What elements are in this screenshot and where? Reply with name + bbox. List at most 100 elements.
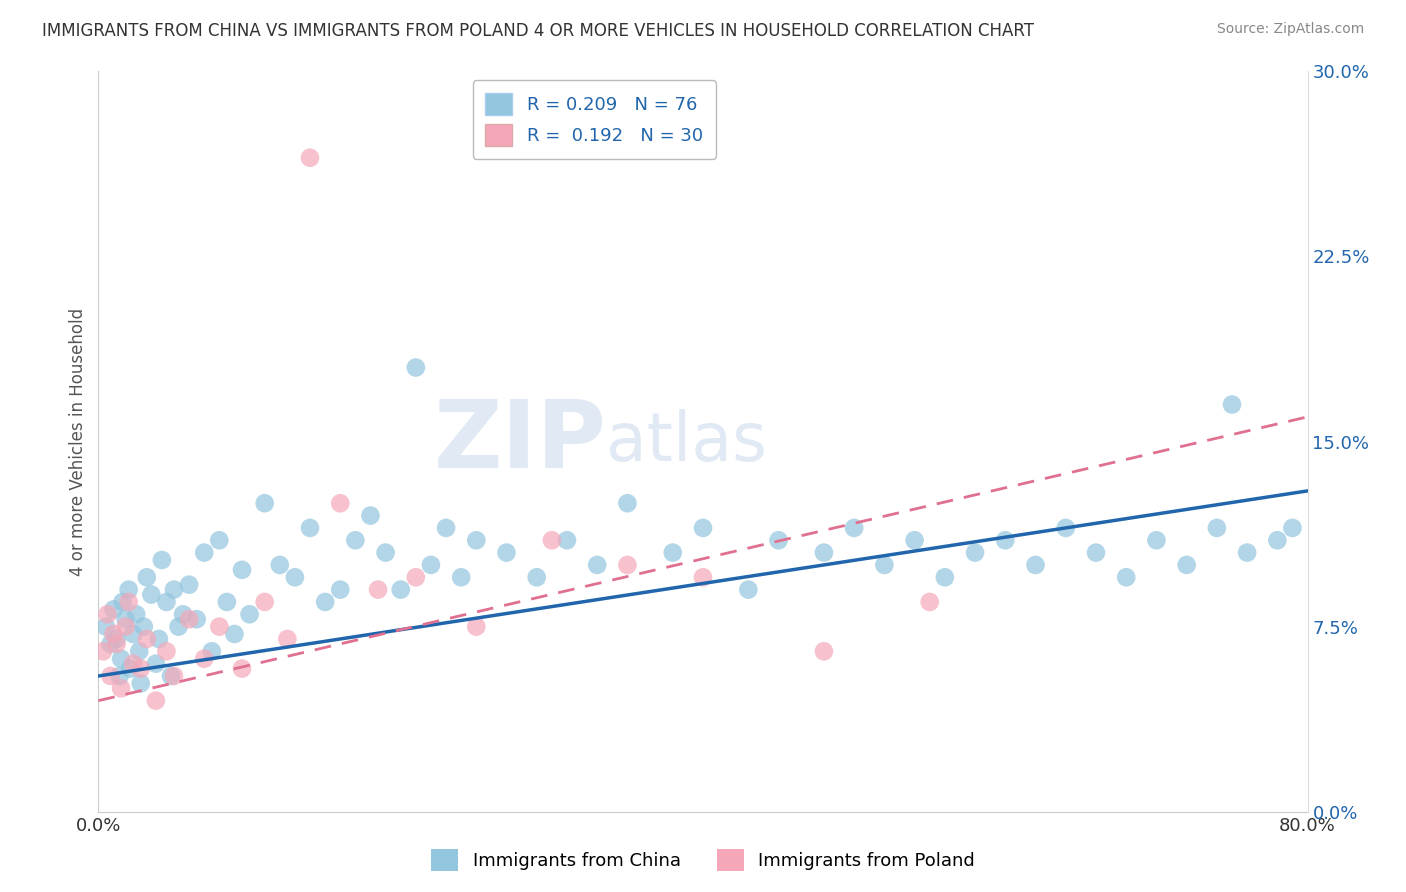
Point [172, 607, 194, 622]
Point [367, 582, 389, 597]
Point [299, 521, 322, 535]
Point [1220, 398, 1243, 412]
Point [231, 662, 253, 676]
Point [495, 545, 517, 560]
Point [105, 632, 128, 646]
Point [555, 533, 578, 548]
Point [420, 558, 443, 572]
Text: Source: ZipAtlas.com: Source: ZipAtlas.com [1216, 22, 1364, 37]
Point [167, 619, 190, 633]
Point [103, 602, 125, 616]
Point [1267, 533, 1289, 548]
Point [118, 582, 141, 597]
Point [253, 496, 276, 510]
Point [150, 553, 173, 567]
Point [389, 582, 412, 597]
Point [965, 545, 987, 560]
Point [314, 595, 336, 609]
Point [135, 632, 157, 646]
Legend: R = 0.209   N = 76, R =  0.192   N = 30: R = 0.209 N = 76, R = 0.192 N = 30 [472, 80, 716, 159]
Point [148, 632, 170, 646]
Point [360, 508, 382, 523]
Point [155, 595, 177, 609]
Point [125, 607, 148, 622]
Point [405, 570, 427, 584]
Point [94, 619, 117, 633]
Point [768, 533, 790, 548]
Point [904, 533, 927, 548]
Point [132, 619, 155, 633]
Point [692, 521, 714, 535]
Point [163, 669, 186, 683]
Point [179, 577, 201, 591]
Point [1024, 558, 1046, 572]
Point [215, 595, 238, 609]
Point [934, 570, 956, 584]
Point [129, 676, 152, 690]
Point [1115, 570, 1137, 584]
Point [186, 612, 208, 626]
Point [329, 496, 352, 510]
Point [692, 570, 714, 584]
Point [253, 595, 276, 609]
Point [122, 627, 145, 641]
Point [1236, 545, 1258, 560]
Point [160, 669, 183, 683]
Point [193, 545, 215, 560]
Point [155, 644, 177, 658]
Point [224, 627, 246, 641]
Legend: Immigrants from China, Immigrants from Poland: Immigrants from China, Immigrants from P… [423, 842, 983, 879]
Point [813, 644, 835, 658]
Point [201, 644, 224, 658]
Point [135, 570, 157, 584]
Point [231, 563, 253, 577]
Point [208, 619, 231, 633]
Point [110, 681, 132, 696]
Point [405, 360, 427, 375]
Point [108, 669, 131, 683]
Point [100, 669, 122, 683]
Point [193, 651, 215, 665]
Point [103, 627, 125, 641]
Point [114, 619, 136, 633]
Point [994, 533, 1017, 548]
Point [276, 632, 298, 646]
Point [616, 496, 638, 510]
Point [918, 595, 941, 609]
Point [1085, 545, 1108, 560]
Point [299, 151, 322, 165]
Point [110, 651, 132, 665]
Point [100, 637, 122, 651]
Point [122, 657, 145, 671]
Point [91, 644, 114, 658]
Point [844, 521, 866, 535]
Point [1146, 533, 1168, 548]
Point [465, 619, 488, 633]
Point [269, 558, 291, 572]
Text: atlas: atlas [606, 409, 768, 475]
Point [163, 582, 186, 597]
Text: ZIP: ZIP [433, 395, 606, 488]
Point [114, 612, 136, 626]
Point [120, 662, 142, 676]
Point [586, 558, 609, 572]
Point [1281, 521, 1303, 535]
Point [239, 607, 262, 622]
Point [208, 533, 231, 548]
Point [450, 570, 472, 584]
Point [465, 533, 488, 548]
Point [329, 582, 352, 597]
Point [873, 558, 896, 572]
Point [1054, 521, 1077, 535]
Point [141, 588, 163, 602]
Point [179, 612, 201, 626]
Point [526, 570, 548, 584]
Point [118, 595, 141, 609]
Point [145, 657, 167, 671]
Point [145, 694, 167, 708]
Y-axis label: 4 or more Vehicles in Household: 4 or more Vehicles in Household [69, 308, 87, 575]
Point [1206, 521, 1229, 535]
Text: IMMIGRANTS FROM CHINA VS IMMIGRANTS FROM POLAND 4 OR MORE VEHICLES IN HOUSEHOLD : IMMIGRANTS FROM CHINA VS IMMIGRANTS FROM… [42, 22, 1035, 40]
Point [344, 533, 367, 548]
Point [128, 644, 150, 658]
